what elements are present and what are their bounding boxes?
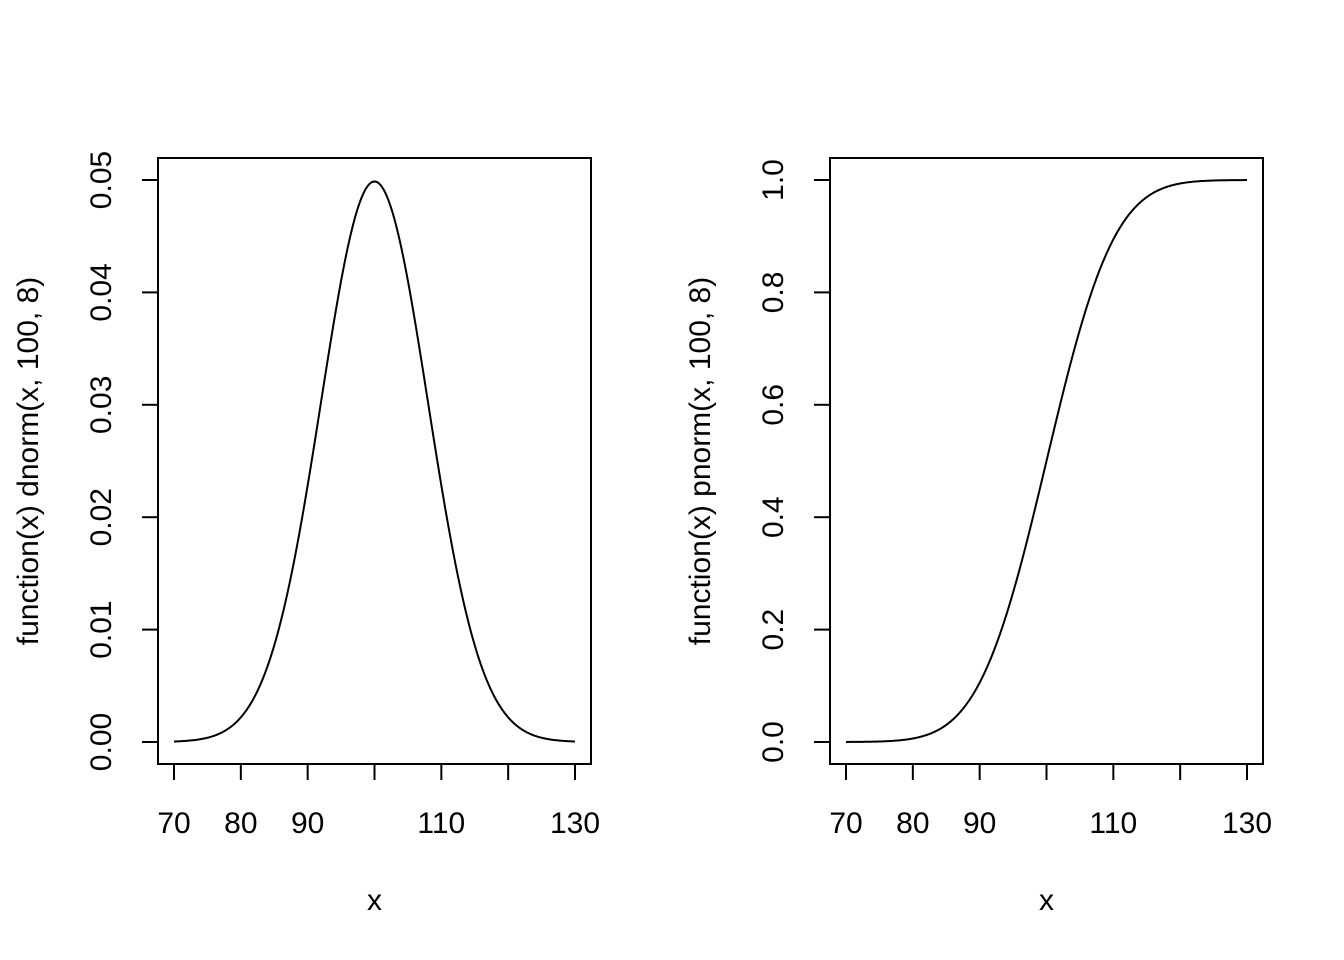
y-tick-label: 0.01 bbox=[85, 600, 118, 658]
y-tick-label: 0.8 bbox=[757, 272, 790, 314]
y-axis-title: function(x) dnorm(x, 100, 8) bbox=[12, 277, 45, 645]
density-curve bbox=[173, 180, 576, 743]
plot-frame bbox=[157, 157, 592, 765]
x-tick-label: 80 bbox=[896, 807, 929, 840]
y-tick-label: 1.0 bbox=[757, 159, 790, 201]
y-tick-label: 0.03 bbox=[85, 376, 118, 434]
y-tick-label: 0.4 bbox=[757, 496, 790, 538]
x-tick-label: 70 bbox=[157, 807, 190, 840]
y-tick-label: 0.6 bbox=[757, 384, 790, 426]
x-tick-label: 110 bbox=[1089, 807, 1137, 840]
x-tick-label: 70 bbox=[829, 807, 862, 840]
x-tick-label: 80 bbox=[224, 807, 257, 840]
y-axis-title: function(x) pnorm(x, 100, 8) bbox=[684, 277, 717, 645]
cdf-plot-panel: 70 80 90 110 130 x 0.0 0.2 0.4 0.6 0.8 1.0 function(… bbox=[684, 157, 1272, 917]
x-tick-label: 110 bbox=[417, 807, 465, 840]
density-plot-panel: 70 80 90 110 130 x 0.00 0.01 0.02 0.03 0.04 0.05 fun… bbox=[12, 151, 600, 917]
x-tick-label: 90 bbox=[963, 807, 996, 840]
x-tick-label: 130 bbox=[1222, 807, 1272, 840]
x-axis-title: x bbox=[1039, 884, 1054, 917]
y-tick-label: 0.0 bbox=[757, 721, 790, 763]
x-tick-label: 130 bbox=[550, 807, 600, 840]
y-tick-label: 0.2 bbox=[757, 609, 790, 651]
y-tick-label: 0.05 bbox=[85, 151, 118, 209]
y-tick-label: 0.04 bbox=[85, 263, 118, 321]
cdf-curve bbox=[846, 179, 1247, 743]
y-tick-label: 0.00 bbox=[85, 713, 118, 771]
x-tick-label: 90 bbox=[291, 807, 324, 840]
y-tick-label: 0.02 bbox=[85, 488, 118, 546]
x-axis-title: x bbox=[367, 884, 382, 917]
